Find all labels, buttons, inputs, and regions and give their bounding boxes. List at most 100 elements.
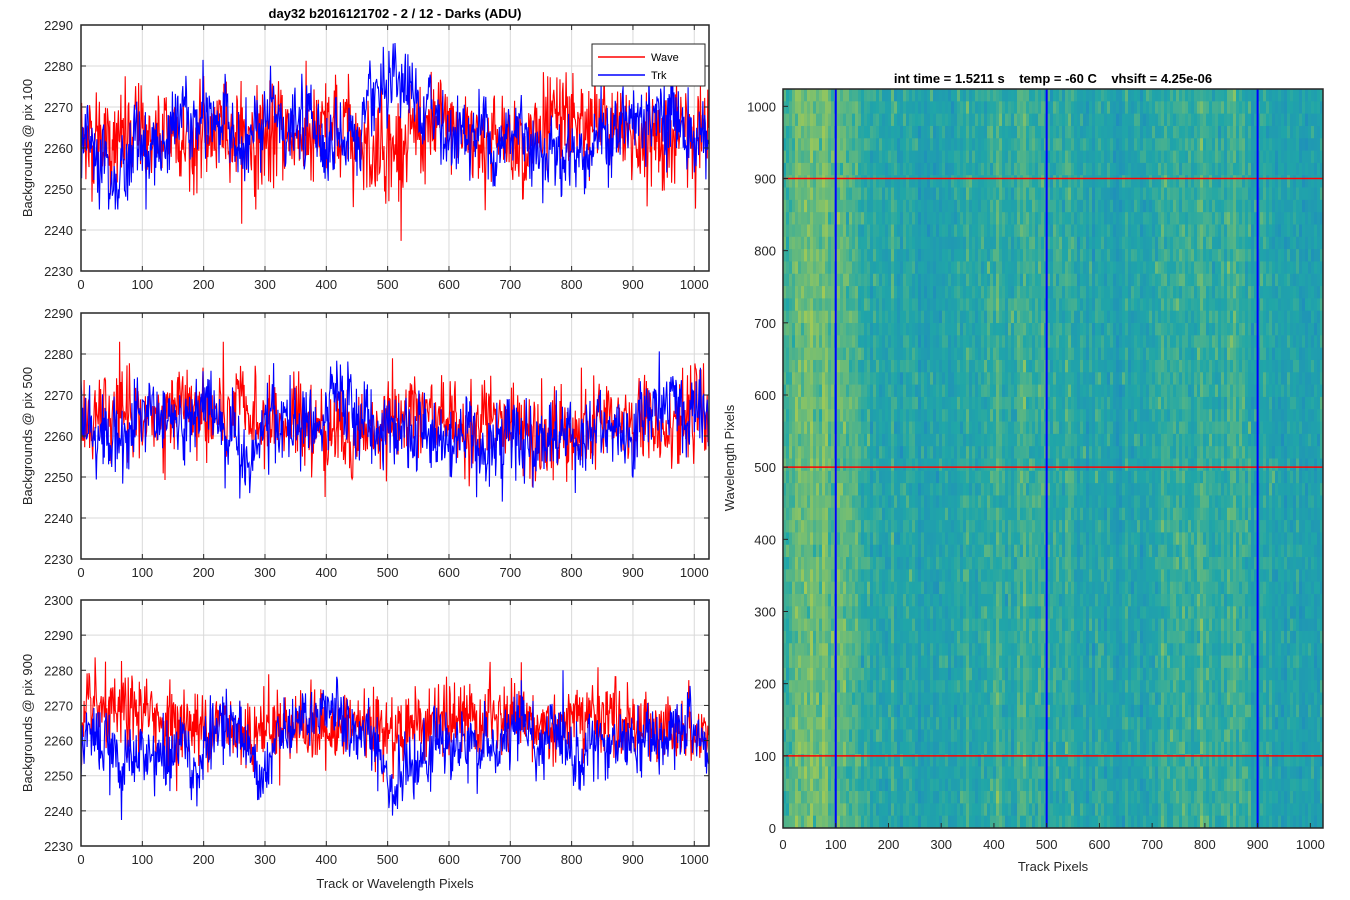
heatmap-cell [828,569,832,583]
heatmap-cell [1002,298,1006,312]
heatmap-cell [1008,593,1012,607]
heatmap-cell [903,483,907,496]
heatmap-cell [906,544,910,558]
heatmap-cell [813,359,817,373]
heatmap-cell [903,138,907,151]
heatmap-cell [990,655,994,669]
heatmap-cell [894,261,898,275]
heatmap-cell [942,249,946,262]
heatmap-cell [960,409,964,422]
heatmap-cell [822,236,826,250]
x-tick-label: 600 [438,277,460,292]
heatmap-cell [900,199,904,213]
heatmap-cell [936,384,940,398]
heatmap-cell [927,150,931,164]
heatmap-cell [801,113,805,127]
heatmap-cell [879,359,883,373]
heatmap-cell [942,729,946,743]
heatmap-cell [912,89,916,102]
heatmap-cell [1005,704,1009,718]
heatmap-cell [909,680,913,693]
heatmap-cell [792,717,796,730]
heatmap-cell [948,125,952,139]
heatmap-cell [840,593,844,607]
heatmap-cell [789,717,793,730]
heatmap-cell [798,766,802,780]
heatmap-cell [933,507,937,521]
heatmap-cell [873,199,877,213]
series-line-trk [80,351,709,502]
heatmap-cell [816,396,820,410]
y-tick-label: 2280 [44,663,73,678]
heatmap-cell [966,384,970,398]
heatmap-cell [825,323,829,336]
heatmap-cell [807,458,811,472]
heatmap-cell [813,335,817,349]
heatmap-cell [825,236,829,250]
heatmap-cell [951,433,955,447]
heatmap-cell [810,162,814,176]
heatmap-cell [861,359,865,373]
heatmap-cell [840,446,844,459]
heatmap-cell [1020,89,1024,102]
x-tick-label: 100 [131,565,153,580]
heatmap-cell [867,729,871,743]
heatmap-cell [945,766,949,780]
heatmap-cell [843,791,847,804]
heatmap-cell [906,409,910,422]
heatmap-cell [837,667,841,681]
heatmap-cell [900,815,904,829]
heatmap-cell [831,236,835,250]
heatmap-cell [1008,113,1012,127]
heatmap-cell [801,396,805,410]
x-tick-label: 500 [377,852,399,867]
heatmap-cell [828,667,832,681]
heatmap-cell [825,359,829,373]
heatmap-cell [918,273,922,287]
heatmap-cell [837,630,841,644]
heatmap-cell [933,754,937,767]
heatmap-cell [909,199,913,213]
heatmap-cell [978,470,982,484]
heatmap-cell [804,655,808,669]
heatmap-cell [906,593,910,607]
heatmap-cell [999,630,1003,644]
heatmap-cell [786,433,790,447]
heatmap-cell [966,162,970,176]
heatmap-cell [993,298,997,312]
heatmap-cell [963,298,967,312]
heatmap-cell [1008,717,1012,730]
heatmap-cell [987,372,991,385]
heatmap-cell [969,162,973,176]
heatmap-cell [819,446,823,459]
heatmap-cell [978,261,982,275]
heatmap-cell [837,335,841,349]
x-tick-label: 700 [499,565,521,580]
heatmap-cell [858,347,862,361]
heatmap-cell [813,754,817,767]
heatmap-cell [894,347,898,361]
heatmap-cell [843,273,847,287]
heatmap-cell [867,113,871,127]
heatmap-cell [1014,113,1018,127]
heatmap-cell [852,458,856,472]
heatmap-cell [894,335,898,349]
heatmap-cell [1005,446,1009,459]
heatmap-cell [963,667,967,681]
heatmap-cell [855,224,859,238]
heatmap-cell [1002,433,1006,447]
heatmap-cell [990,286,994,299]
heatmap-cell [939,470,943,484]
heatmap-cell [867,298,871,312]
heatmap-cell [909,618,913,632]
heatmap-cell [891,667,895,681]
heatmap-cell [960,754,964,767]
heatmap-cell [984,593,988,607]
heatmap-cell [888,335,892,349]
heatmap-cell [987,692,991,706]
heatmap-cell [798,384,802,398]
tick-labels: 0 100 200 300 400 500 600 700 800 900 100022302240… [44,18,709,292]
heatmap-cell [801,803,805,817]
heatmap-cell [804,667,808,681]
